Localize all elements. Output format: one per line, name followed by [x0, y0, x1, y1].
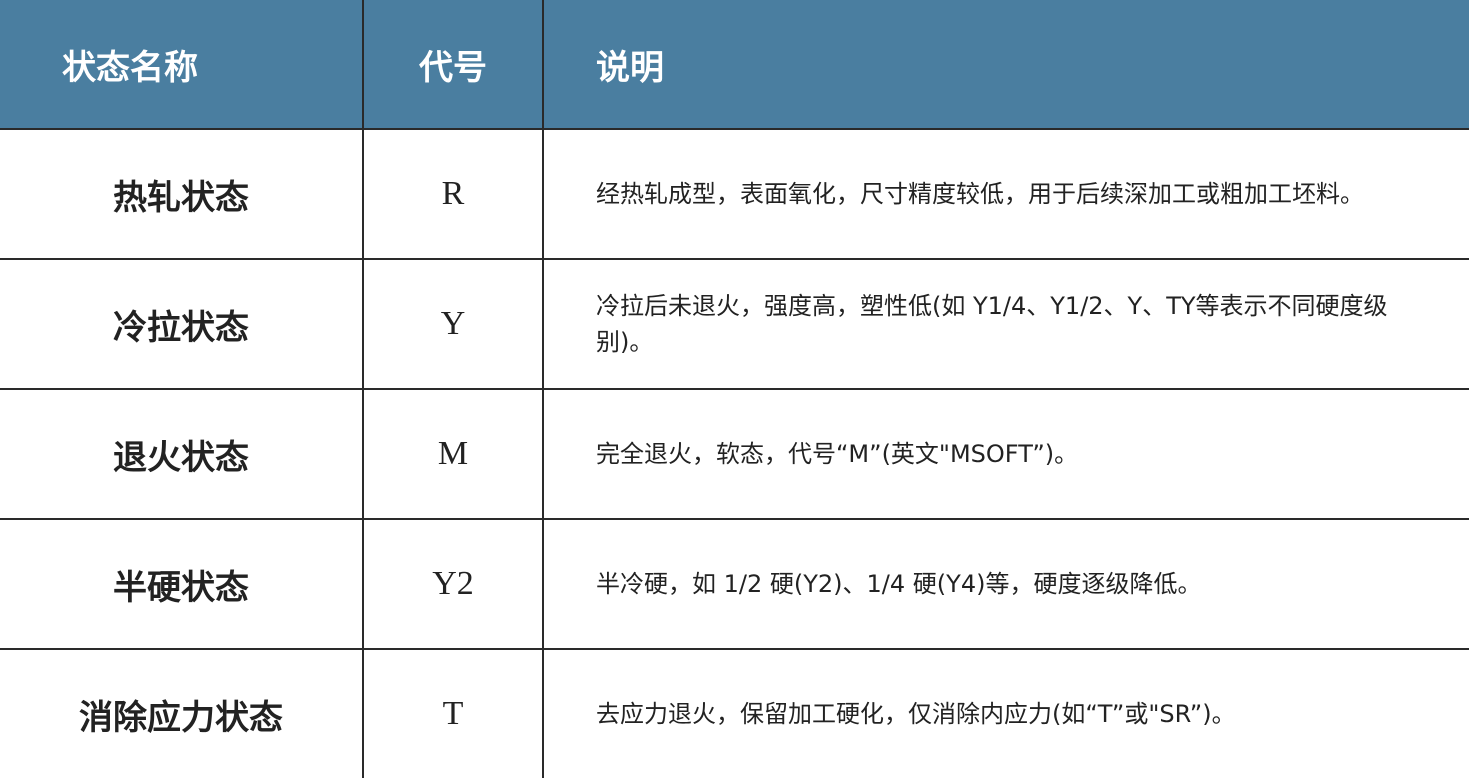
state-name: 消除应力状态 — [0, 648, 364, 778]
state-code: Y2 — [362, 518, 544, 650]
header-code: 代号 — [362, 0, 544, 130]
state-desc: 经热轧成型，表面氧化，尺寸精度较低，用于后续深加工或粗加工坯料。 — [542, 128, 1469, 260]
state-desc: 半冷硬，如 1/2 硬(Y2)、1/4 硬(Y4)等，硬度逐级降低。 — [542, 518, 1469, 650]
state-code: R — [362, 128, 544, 260]
table-row: 半硬状态 Y2 半冷硬，如 1/2 硬(Y2)、1/4 硬(Y4)等，硬度逐级降… — [0, 518, 1469, 650]
state-desc: 去应力退火，保留加工硬化，仅消除内应力(如“T”或"SR”)。 — [542, 648, 1469, 778]
table-row: 退火状态 M 完全退火，软态，代号“M”(英文"MSOFT”)。 — [0, 388, 1469, 520]
table-row: 冷拉状态 Y 冷拉后未退火，强度高，塑性低(如 Y1/4、Y1/2、Y、TY等表… — [0, 258, 1469, 390]
state-name: 半硬状态 — [0, 518, 364, 650]
state-code: M — [362, 388, 544, 520]
state-desc: 完全退火，软态，代号“M”(英文"MSOFT”)。 — [542, 388, 1469, 520]
state-name: 退火状态 — [0, 388, 364, 520]
state-name: 冷拉状态 — [0, 258, 364, 390]
state-desc: 冷拉后未退火，强度高，塑性低(如 Y1/4、Y1/2、Y、TY等表示不同硬度级别… — [542, 258, 1469, 390]
header-desc: 说明 — [542, 0, 1469, 130]
header-row: 状态名称 代号 说明 — [0, 0, 1469, 130]
state-code: T — [362, 648, 544, 778]
table-row: 消除应力状态 T 去应力退火，保留加工硬化，仅消除内应力(如“T”或"SR”)。 — [0, 648, 1469, 778]
table-row: 热轧状态 R 经热轧成型，表面氧化，尺寸精度较低，用于后续深加工或粗加工坯料。 — [0, 128, 1469, 260]
state-code: Y — [362, 258, 544, 390]
state-name: 热轧状态 — [0, 128, 364, 260]
header-name: 状态名称 — [0, 0, 364, 130]
